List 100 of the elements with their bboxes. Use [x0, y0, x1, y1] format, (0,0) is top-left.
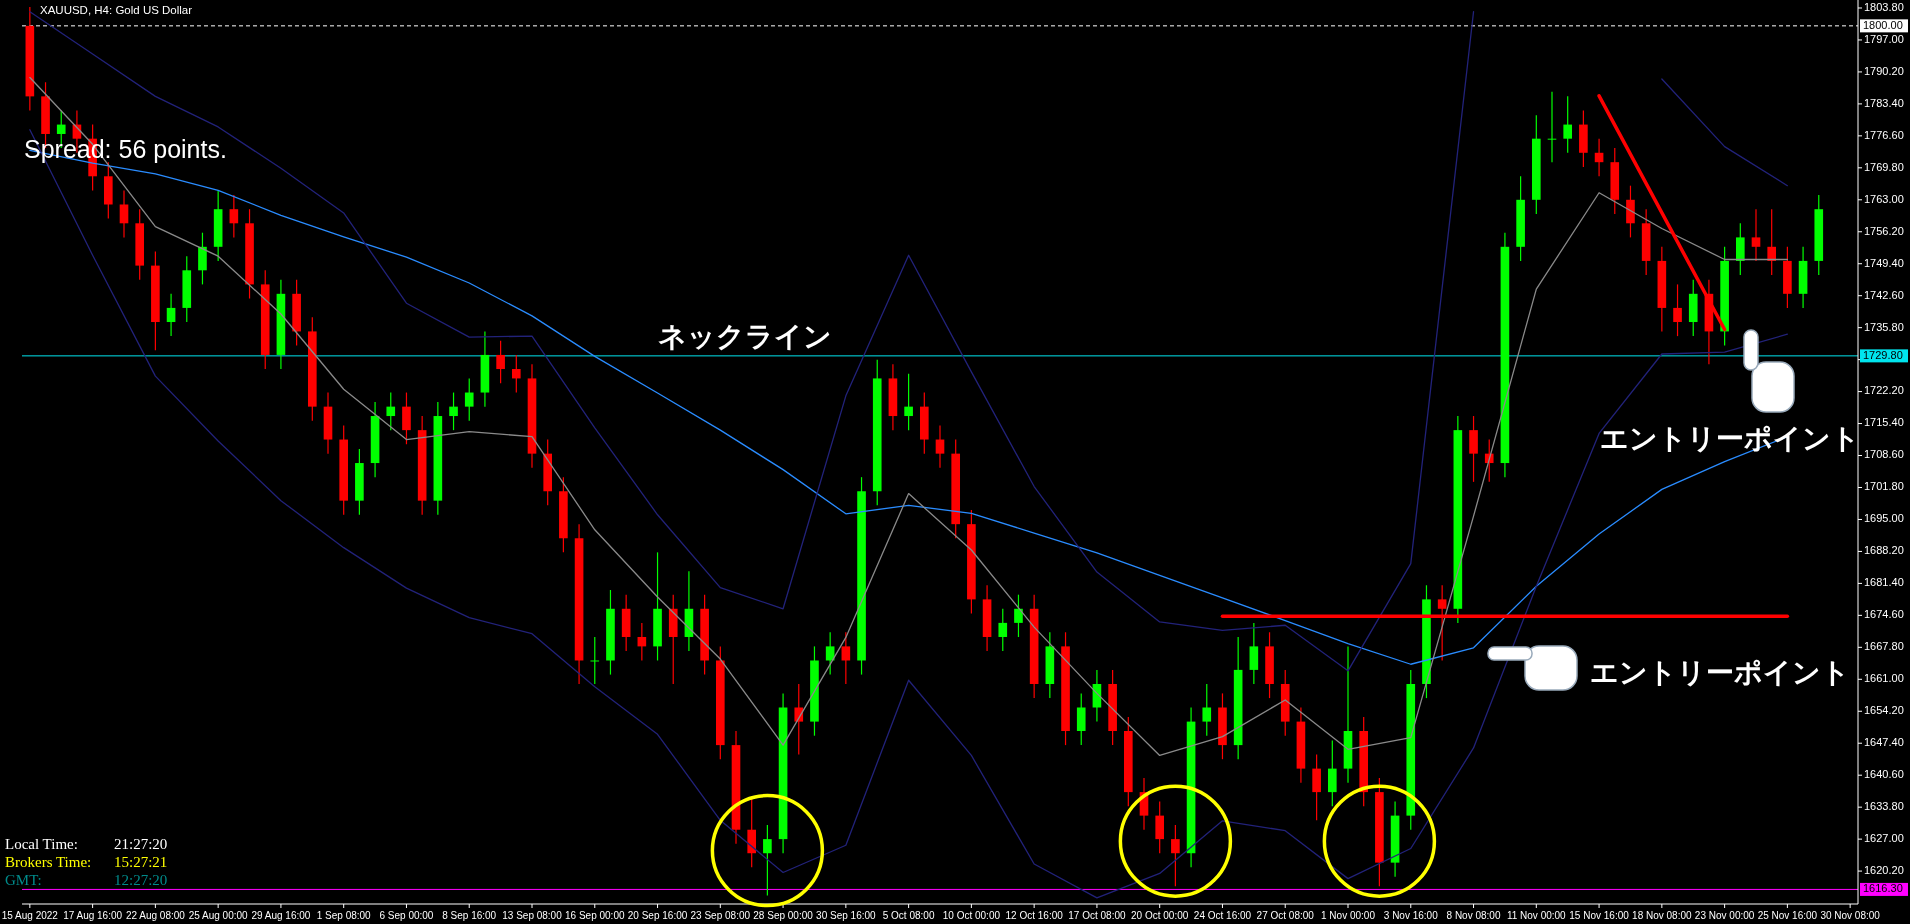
x-tick-label: 24 Oct 16:00 — [1193, 910, 1252, 921]
x-tick-label: 10 Oct 00:00 — [942, 910, 1001, 921]
annotation: 15:27:21 — [114, 854, 168, 870]
candlestick — [1155, 800, 1165, 854]
x-tick-label: 20 Oct 00:00 — [1131, 910, 1189, 921]
candlestick — [1014, 594, 1023, 638]
candlestick — [904, 373, 913, 431]
x-tick-label: 13 Sep 08:00 — [502, 910, 563, 921]
candlestick — [511, 354, 521, 394]
y-tick-label: 1722.20 — [1864, 384, 1904, 397]
x-tick-label: 12 Oct 16:00 — [1005, 910, 1064, 921]
x-tick-label: 1 Sep 08:00 — [316, 910, 372, 921]
annotation: ネックライン — [658, 321, 832, 352]
y-tick-label: 1742.60 — [1864, 288, 1904, 301]
candlestick — [1202, 683, 1212, 737]
candlestick — [496, 340, 505, 384]
x-tick-label: 11 Nov 00:00 — [1506, 910, 1567, 921]
y-tick-label: 1763.00 — [1864, 192, 1904, 205]
y-tick-label: 1735.80 — [1864, 320, 1904, 333]
candlestick — [1751, 208, 1761, 262]
candlestick — [1626, 185, 1635, 238]
x-tick-label: 8 Sep 16:00 — [442, 910, 497, 921]
candlestick — [449, 391, 458, 431]
ref-line-label: 1616.30 — [1863, 882, 1903, 895]
candlestick — [763, 824, 772, 897]
y-tick-label: 1647.40 — [1864, 736, 1904, 749]
y-tick-label: 1749.40 — [1864, 256, 1904, 269]
y-tick-label: 1654.20 — [1864, 704, 1904, 717]
candlestick — [166, 293, 176, 337]
y-tick-label: 1756.20 — [1864, 224, 1904, 237]
candlestick — [1171, 824, 1180, 887]
candlestick — [119, 189, 129, 238]
candlestick — [935, 424, 945, 469]
x-tick-label: 16 Sep 00:00 — [565, 910, 625, 921]
y-tick-label: 1640.60 — [1864, 768, 1904, 781]
x-tick-label: 8 Nov 08:00 — [1446, 910, 1501, 921]
y-tick-label: 1667.80 — [1864, 640, 1904, 653]
candlestick — [229, 194, 239, 238]
ref-line-label: 1800.00 — [1863, 18, 1903, 31]
candlestick — [1735, 222, 1745, 276]
candlestick — [1563, 95, 1573, 154]
x-tick-label: 18 Nov 08:00 — [1632, 910, 1693, 921]
x-tick-label: 23 Nov 00:00 — [1694, 910, 1755, 921]
x-tick-label: 27 Oct 08:00 — [1256, 910, 1315, 921]
annotation: Brokers Time: — [5, 854, 92, 870]
y-tick-label: 1633.80 — [1864, 800, 1904, 813]
y-tick-label: 1783.40 — [1864, 96, 1904, 109]
annotation: GMT: — [5, 872, 42, 888]
annotation: 12:27:20 — [114, 872, 168, 888]
x-tick-label: 15 Nov 16:00 — [1569, 910, 1630, 921]
candlestick — [402, 391, 411, 445]
y-tick-label: 1701.80 — [1864, 480, 1904, 493]
x-tick-label: 29 Aug 16:00 — [251, 910, 311, 921]
y-tick-label: 1803.80 — [1864, 0, 1904, 13]
y-tick-label: 1776.60 — [1864, 128, 1904, 141]
x-tick-label: 25 Aug 00:00 — [188, 910, 249, 921]
x-tick-label: 15 Aug 2022 — [1, 910, 59, 921]
annotation: エントリーポイント — [1590, 657, 1850, 688]
x-tick-label: 22 Aug 08:00 — [125, 910, 186, 921]
x-tick-label: 30 Nov 08:00 — [1820, 910, 1881, 921]
candlestick — [1673, 283, 1682, 337]
candlestick — [198, 232, 207, 286]
candlestick — [1249, 622, 1259, 685]
candlestick — [1312, 753, 1321, 821]
x-tick-label: 17 Aug 16:00 — [63, 910, 123, 921]
chart-title: XAUUSD, H4: Gold US Dollar — [40, 4, 193, 16]
x-tick-label: 5 Oct 08:00 — [882, 910, 935, 921]
x-tick-label: 28 Sep 00:00 — [753, 910, 814, 921]
y-tick-label: 1681.40 — [1864, 576, 1904, 589]
x-tick-label: 1 Nov 00:00 — [1321, 910, 1376, 921]
y-tick-label: 1790.20 — [1864, 64, 1904, 77]
x-tick-label: 3 Nov 16:00 — [1383, 910, 1439, 921]
candlestick — [590, 636, 600, 685]
candlestick — [464, 377, 474, 422]
x-tick-label: 30 Sep 16:00 — [816, 910, 877, 921]
x-tick-label: 17 Oct 08:00 — [1068, 910, 1126, 921]
x-tick-label: 6 Sep 00:00 — [379, 910, 434, 921]
ref-line-label: 1729.80 — [1863, 348, 1903, 361]
y-tick-label: 1769.80 — [1864, 160, 1904, 173]
y-tick-label: 1688.20 — [1864, 544, 1904, 557]
candlestick — [1767, 208, 1777, 276]
x-tick-label: 23 Sep 08:00 — [690, 910, 751, 921]
y-tick-label: 1715.40 — [1864, 416, 1904, 429]
candlestick — [1076, 692, 1086, 746]
annotation: 21:27:20 — [114, 836, 168, 852]
candlestick — [1327, 739, 1337, 807]
y-tick-label: 1620.20 — [1864, 864, 1904, 876]
candlestick — [794, 683, 804, 756]
y-tick-label: 1627.00 — [1864, 832, 1904, 845]
y-tick-label: 1695.00 — [1864, 512, 1904, 525]
y-tick-label: 1708.60 — [1864, 448, 1904, 461]
candlestick — [841, 631, 851, 685]
x-tick-label: 25 Nov 16:00 — [1757, 910, 1818, 921]
y-tick-label: 1797.00 — [1864, 32, 1904, 45]
annotation: Local Time: — [5, 836, 78, 852]
candlestick — [998, 608, 1008, 652]
y-tick-label: 1674.60 — [1864, 608, 1904, 621]
y-tick-label: 1661.00 — [1864, 672, 1904, 685]
candlestick — [386, 391, 396, 431]
x-tick-label: 20 Sep 16:00 — [627, 910, 688, 921]
